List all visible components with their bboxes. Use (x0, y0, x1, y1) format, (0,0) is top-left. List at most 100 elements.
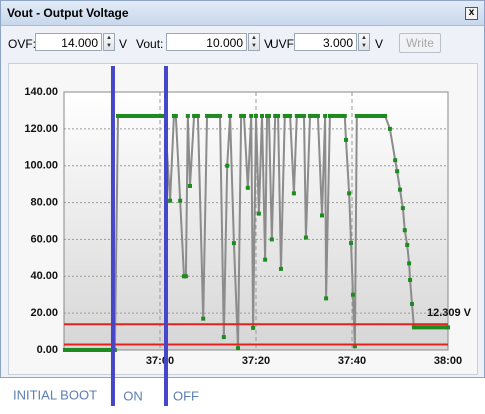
data-point (278, 266, 283, 271)
data-point (228, 113, 233, 118)
data-point (276, 113, 281, 118)
data-point (400, 206, 405, 211)
data-point (352, 344, 357, 349)
data-point (188, 183, 192, 188)
ovf-spinner[interactable]: ▲ ▼ (103, 33, 115, 51)
data-point (387, 126, 392, 131)
ovf-label: OVF: (8, 37, 37, 51)
data-point (294, 113, 299, 118)
data-point (254, 113, 258, 118)
data-point (221, 335, 226, 340)
x-tick-label: 37:00 (146, 355, 174, 367)
data-point (242, 113, 246, 118)
data-point (245, 185, 250, 190)
ovf-input[interactable]: 14.000 (35, 33, 102, 51)
data-point (251, 325, 256, 330)
data-point (320, 213, 324, 218)
data-point (315, 113, 320, 118)
y-tick-label: 140.00 (24, 86, 58, 98)
data-point (411, 325, 416, 330)
boot-label: INITIAL BOOT (13, 387, 97, 402)
data-point (266, 113, 271, 118)
write-button[interactable]: Write (399, 33, 441, 53)
x-tick-label: 37:20 (242, 355, 270, 367)
data-point (173, 113, 178, 118)
data-point (260, 113, 264, 118)
y-tick-label: 60.00 (30, 233, 58, 245)
data-point (168, 198, 173, 203)
data-point (273, 113, 278, 118)
data-point (308, 113, 312, 118)
data-point (239, 113, 244, 118)
data-point (398, 187, 402, 192)
uvf-input[interactable]: 3.000 (294, 33, 357, 51)
y-tick-label: 100.00 (24, 160, 58, 172)
data-point (282, 113, 287, 118)
data-point (178, 198, 183, 203)
uvf-label: UVF: (270, 37, 298, 51)
data-point (302, 113, 306, 118)
y-tick-label: 20.00 (30, 307, 58, 319)
y-tick-label: 0.00 (37, 344, 58, 356)
data-point (344, 137, 348, 142)
data-point (405, 242, 410, 247)
data-point (218, 113, 222, 118)
window-title: Vout - Output Voltage (7, 6, 129, 20)
data-point (342, 113, 347, 118)
data-point (231, 241, 236, 246)
event-marker (110, 66, 115, 406)
data-point (236, 346, 240, 351)
data-point (249, 113, 254, 118)
data-point (393, 158, 398, 163)
data-point (395, 169, 400, 174)
data-point (183, 274, 188, 279)
data-point (269, 237, 274, 242)
unit: V (375, 37, 384, 51)
data-point (288, 113, 293, 118)
y-tick-label: 40.00 (30, 270, 58, 282)
y-tick-label: 80.00 (30, 196, 58, 208)
data-point (201, 316, 206, 321)
event-label: ON (123, 388, 143, 403)
y-tick-label: 120.00 (24, 123, 58, 135)
data-point (350, 292, 355, 297)
data-point (354, 113, 359, 118)
data-point (327, 113, 332, 118)
vout-label: Vout: (136, 37, 164, 51)
readout: 12.309 V (427, 307, 472, 319)
unit: V (119, 37, 128, 51)
data-point (410, 301, 414, 306)
vout-spinner[interactable]: ▲ ▼ (248, 33, 260, 51)
data-point (291, 191, 296, 196)
data-point (263, 257, 268, 262)
data-point (192, 113, 197, 118)
data-point (446, 325, 450, 330)
data-point (256, 211, 261, 216)
vout-input[interactable]: 10.000 (166, 33, 247, 51)
x-tick-label: 37:40 (338, 355, 366, 367)
plot-border (63, 91, 449, 351)
data-point (349, 241, 354, 246)
data-point (407, 261, 412, 266)
data-point (324, 296, 329, 301)
data-point (195, 113, 200, 118)
data-point (408, 277, 413, 282)
close-button[interactable]: x (465, 7, 478, 20)
uvf-spinner[interactable]: ▲ ▼ (358, 33, 370, 51)
data-point (383, 113, 388, 118)
data-point (303, 235, 308, 240)
data-point (225, 163, 230, 168)
data-point (347, 191, 352, 196)
event-marker (164, 66, 168, 406)
data-point (185, 113, 190, 118)
title-bar: Vout - Output Voltage x (1, 1, 484, 26)
data-point (402, 228, 407, 233)
x-tick-label: 38:00 (434, 355, 462, 367)
event-label: OFF (173, 388, 199, 403)
unit: V (264, 37, 273, 51)
data-point (116, 113, 120, 118)
data-point (205, 113, 210, 118)
data-point (323, 113, 328, 118)
